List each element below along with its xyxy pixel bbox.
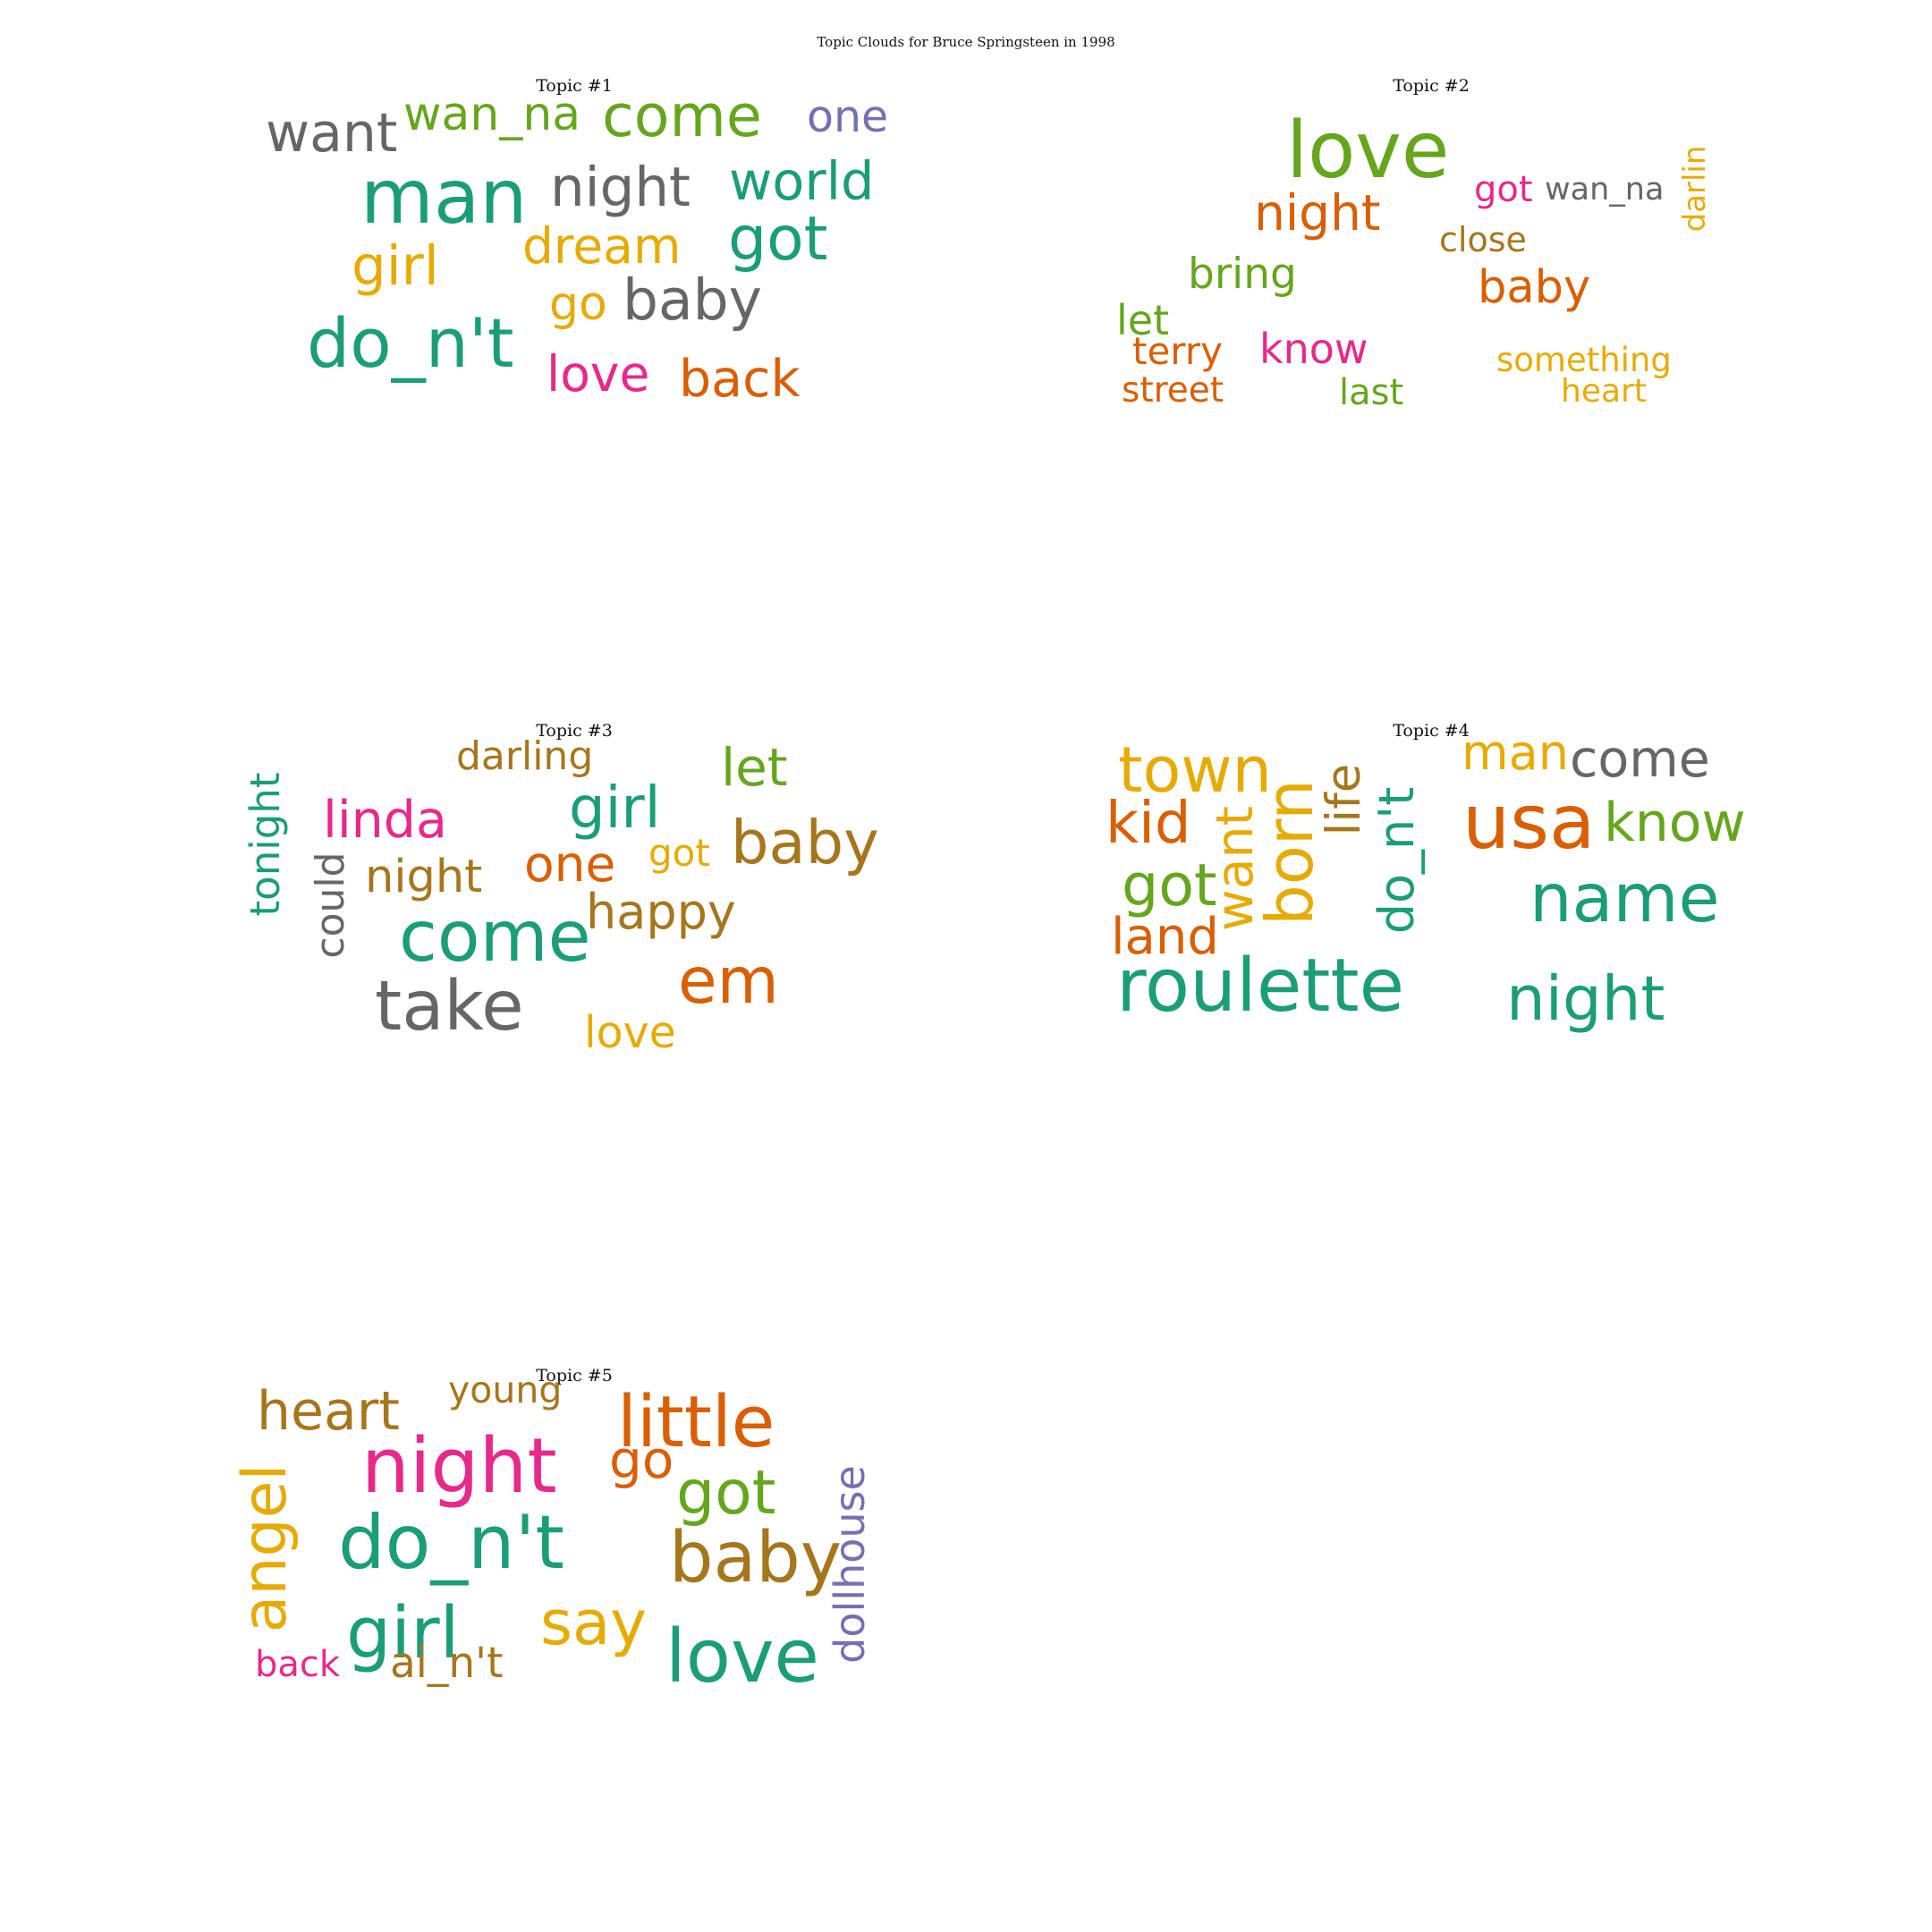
- topic-5-word: little: [617, 1381, 775, 1463]
- topic-1-word: love: [547, 345, 649, 402]
- topic-2-word: last: [1339, 372, 1403, 413]
- topic-2-word: street: [1122, 370, 1224, 411]
- topic-4-word: come: [1570, 730, 1710, 789]
- topic-3-word: take: [375, 967, 524, 1046]
- topic-3-cloud: darling let tonight linda girl baby could night…: [242, 733, 879, 1058]
- topic-4-word: got: [1122, 852, 1217, 919]
- topic-2-word: baby: [1478, 261, 1590, 314]
- topic-5-word: go: [609, 1429, 674, 1490]
- panel-title-5: Topic #5: [536, 1366, 613, 1385]
- topic-1-word: come: [602, 83, 762, 150]
- topic-2-cloud: love got wan_na darlin night close bring baby le…: [1116, 105, 1713, 413]
- topic-4-word: name: [1530, 859, 1720, 937]
- topic-3-word: got: [648, 831, 710, 875]
- topic-3-word: tonight: [242, 773, 289, 917]
- topic-4-word: usa: [1462, 778, 1595, 866]
- topic-5-word: back: [255, 1644, 341, 1685]
- topic-4-word: want: [1206, 806, 1265, 931]
- topic-1-word: girl: [352, 234, 439, 298]
- panel-title-1: Topic #1: [536, 76, 613, 96]
- topic-1-word: want: [266, 102, 397, 165]
- topic-1-word: night: [550, 156, 691, 219]
- topic-3-word: baby: [731, 808, 879, 877]
- topic-2-word: darlin: [1677, 146, 1713, 233]
- topic-2-word: got: [1474, 169, 1533, 210]
- topic-2-word: night: [1254, 184, 1380, 242]
- topic-2-word: heart: [1561, 373, 1647, 410]
- topic-4-word: man: [1462, 724, 1569, 781]
- topic-5-word: got: [676, 1458, 775, 1529]
- topic-3-word: darling: [456, 733, 593, 779]
- topic-4-word: do_n't: [1368, 787, 1425, 935]
- topic-1-word: world: [729, 150, 874, 212]
- topic-2-word: something: [1496, 341, 1672, 379]
- topic-4-word: born: [1252, 779, 1327, 926]
- topic-5-word: young: [448, 1368, 562, 1411]
- topic-1-word: one: [807, 91, 888, 142]
- topic-3-word: linda: [323, 791, 447, 850]
- panel-title-3: Topic #3: [536, 721, 613, 741]
- topic-5-word: girl: [346, 1592, 460, 1674]
- topic-5-word: dollhouse: [826, 1465, 874, 1664]
- topic-5-word: love: [665, 1614, 819, 1699]
- topic-3-word: one: [524, 835, 615, 893]
- topic-2-word: let: [1116, 296, 1169, 344]
- topic-4-word: know: [1604, 792, 1746, 854]
- topic-1-word: man: [360, 153, 528, 241]
- topic-5-word: heart: [257, 1380, 400, 1443]
- topic-1-word: back: [679, 350, 800, 409]
- topic-5-word: ai_n't: [390, 1639, 504, 1688]
- topic-3-word: love: [584, 1007, 676, 1058]
- topic-4-word: life: [1317, 764, 1371, 836]
- topic-1-word: go: [549, 277, 607, 331]
- topic-4-word: night: [1506, 963, 1665, 1035]
- topic-5-word: angel: [230, 1464, 301, 1633]
- topic-3-word: night: [365, 851, 482, 903]
- topic-5-word: say: [540, 1588, 647, 1659]
- topic-1-word: baby: [623, 267, 762, 333]
- topic-1-word: do_n't: [307, 303, 514, 383]
- topic-4-word: roulette: [1116, 944, 1404, 1029]
- topic-2-word: close: [1439, 220, 1527, 259]
- topic-1-cloud: want wan_na come one man night world girl dream g…: [266, 83, 888, 409]
- topic-3-word: let: [721, 737, 788, 798]
- topic-2-word: wan_na: [1545, 172, 1664, 208]
- topic-3-word: happy: [586, 884, 736, 940]
- topic-5-word: baby: [669, 1518, 842, 1598]
- topic-3-word: em: [678, 944, 779, 1018]
- topic-4-word: town: [1118, 733, 1272, 807]
- panel-title-2: Topic #2: [1393, 76, 1470, 96]
- topic-3-word: girl: [569, 775, 661, 842]
- topic-3-word: come: [399, 897, 591, 978]
- topic-2-word: know: [1259, 325, 1368, 373]
- topic-1-word: wan_na: [403, 88, 580, 141]
- topic-5-word: night: [361, 1422, 557, 1511]
- topic-1-word: got: [728, 204, 827, 275]
- topic-2-word: bring: [1188, 250, 1297, 299]
- figure-title: Topic Clouds for Bruce Springsteen in 19…: [817, 34, 1115, 50]
- topic-2-word: love: [1286, 105, 1449, 196]
- topic-3-word: could: [308, 852, 353, 958]
- topic-2-word: terry: [1132, 329, 1223, 373]
- topic-5-word: do_n't: [338, 1499, 564, 1586]
- panel-title-4: Topic #4: [1393, 721, 1470, 741]
- topic-4-word: kid: [1106, 791, 1191, 857]
- topic-5-cloud: heart young little night go got angel dollhouse…: [230, 1368, 874, 1699]
- topic-4-word: land: [1111, 908, 1219, 966]
- topic-1-word: dream: [522, 217, 681, 275]
